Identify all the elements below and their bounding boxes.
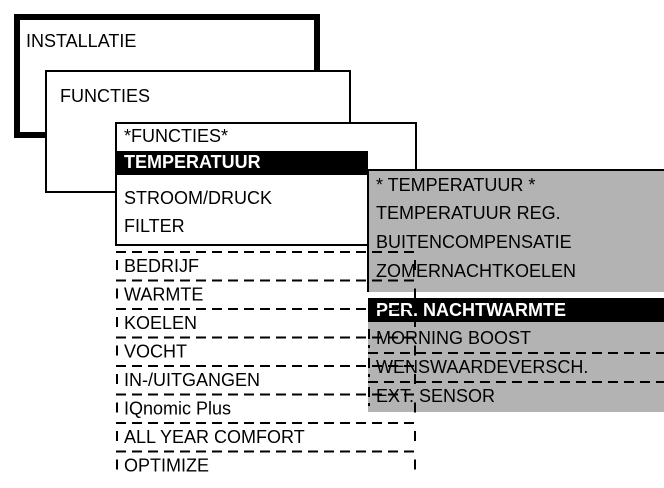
- hidden-menu-item: IQnomic Plus: [124, 399, 231, 419]
- selected-item: PER. NACHTWARMTE: [376, 300, 566, 320]
- menu-item: FILTER: [124, 216, 185, 236]
- menu-title: FUNCTIES: [60, 86, 150, 106]
- menu-header: *FUNCTIES*: [124, 126, 228, 146]
- hidden-menu-item: VOCHT: [124, 342, 187, 362]
- hidden-menu-item: EXT. SENSOR: [376, 386, 495, 406]
- hidden-menu-item: IN-/UITGANGEN: [124, 370, 260, 390]
- temperatuur-panel: [368, 170, 664, 292]
- hidden-menu-item: BEDRIJF: [124, 256, 199, 276]
- hidden-menu-item: KOELEN: [124, 313, 197, 333]
- hidden-menu-item: WENSWAARDEVERSCH.: [376, 357, 588, 377]
- hidden-panel: [368, 322, 664, 412]
- menu-item: TEMPERATUUR REG.: [376, 203, 561, 223]
- menu-item: BUITENCOMPENSATIE: [376, 232, 572, 252]
- hidden-menu-item: OPTIMIZE: [124, 456, 209, 476]
- selected-item: TEMPERATUUR: [124, 152, 261, 172]
- menu-item: ZOMERNACHTKOELEN: [376, 261, 576, 281]
- hidden-menu-item: WARMTE: [124, 285, 203, 305]
- selected-bar: [368, 298, 664, 322]
- functies-submenu: [115, 122, 417, 246]
- menu-title: INSTALLATIE: [26, 31, 136, 51]
- hidden-menu-item: MORNING BOOST: [376, 328, 531, 348]
- hidden-menu-item: ALL YEAR COMFORT: [124, 427, 305, 447]
- selected-bar: [116, 151, 368, 175]
- menu-header: * TEMPERATUUR *: [376, 175, 535, 195]
- menu-item: STROOM/DRUCK: [124, 188, 272, 208]
